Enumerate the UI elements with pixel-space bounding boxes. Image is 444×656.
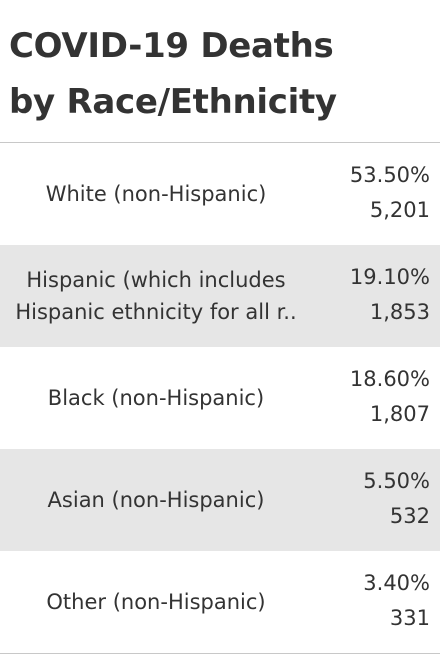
- table-row: Other (non-Hispanic) 3.40% 331: [0, 551, 440, 653]
- row-label: Other (non-Hispanic): [46, 590, 266, 614]
- row-label: Black (non-Hispanic): [47, 386, 265, 410]
- percent-value: 53.50%: [349, 163, 430, 187]
- table-row: Asian (non-Hispanic) 5.50% 532: [0, 449, 440, 551]
- row-label: White (non-Hispanic): [45, 182, 267, 206]
- count-value: 1,853: [369, 300, 430, 324]
- table-row: White (non-Hispanic) 53.50% 5,201: [0, 143, 440, 245]
- percent-value: 3.40%: [363, 571, 430, 595]
- count-value: 532: [389, 504, 430, 528]
- table-row: Hispanic (which includes Hispanic ethnic…: [0, 245, 440, 347]
- percent-value: 18.60%: [349, 367, 430, 391]
- title: COVID-19 Deaths by Race/Ethnicity: [9, 26, 337, 122]
- percent-value: 19.10%: [349, 265, 430, 289]
- count-value: 331: [389, 606, 430, 630]
- table-row: Black (non-Hispanic) 18.60% 1,807: [0, 347, 440, 449]
- row-label: Hispanic (which includes Hispanic ethnic…: [15, 268, 297, 324]
- row-label: Asian (non-Hispanic): [47, 488, 265, 512]
- percent-value: 5.50%: [363, 469, 430, 493]
- count-value: 1,807: [369, 402, 430, 426]
- table: White (non-Hispanic) 53.50% 5,201 Hispanic …: [0, 142, 440, 654]
- count-value: 5,201: [369, 198, 430, 222]
